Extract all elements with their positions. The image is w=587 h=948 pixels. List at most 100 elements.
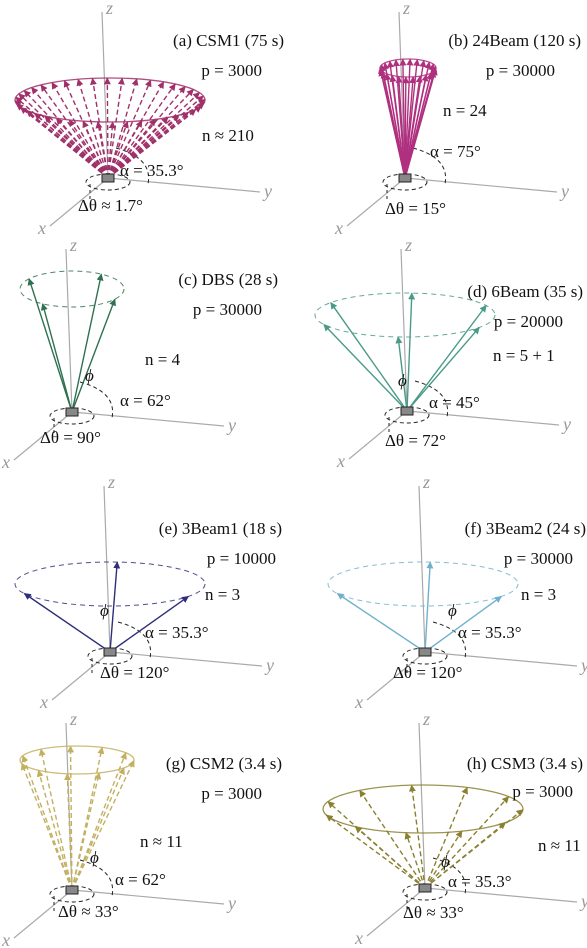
instrument: [399, 174, 411, 182]
beam-count: n = 3: [205, 585, 240, 604]
beam-count: n ≈ 210: [202, 126, 254, 145]
z-axis-label: z: [105, 0, 113, 18]
panel: zyx(b) 24Beam (120 s)p = 30000n = 24α = …: [334, 0, 581, 238]
beam-arrow: [43, 304, 72, 412]
alpha-label: α = 62°: [115, 870, 166, 889]
phi-label: ϕ: [398, 371, 407, 390]
beam-arrow: [326, 815, 425, 888]
sample-count: p = 3000: [201, 784, 262, 803]
cone-ring: [20, 271, 124, 307]
alpha-label: α = 35.3°: [458, 623, 522, 642]
figure: z y x (a) CSM1 (75 s) p = 3000 n ≈ 210 α = 35.…: [0, 0, 587, 948]
panel: z y x (f) 3Beam2 (24 s) p = 30000 n = 3 α = 35…: [328, 472, 587, 712]
sample-count: p = 20000: [494, 312, 563, 331]
x-axis-label: x: [1, 452, 10, 472]
beam-count: n ≈ 11: [538, 836, 581, 855]
x-axis-label: x: [334, 218, 343, 238]
axis: [66, 249, 72, 412]
beam-arrow: [32, 88, 108, 178]
dtheta-label: Δθ = 15°: [385, 199, 446, 218]
sample-count: p = 10000: [207, 549, 276, 568]
beam-arrow: [337, 594, 425, 652]
x-axis-label: x: [336, 451, 345, 471]
beam-arrow: [29, 279, 72, 412]
dtheta-label: Δθ ≈ 33°: [58, 902, 119, 921]
beam-arrow: [324, 325, 407, 411]
sample-count: p = 3000: [512, 782, 573, 801]
beam-count: n = 3: [521, 585, 556, 604]
instrument: [104, 648, 116, 656]
beam-arrow: [72, 274, 101, 412]
beam-arrow: [24, 91, 108, 178]
alpha-label: α = 45°: [429, 393, 480, 412]
panel-title: (d) 6Beam (35 s): [467, 282, 583, 301]
y-axis-label: y: [579, 655, 587, 675]
panel-title: (h) CSM3 (3.4 s): [467, 754, 583, 773]
panel-title: (f) 3Beam2 (24 s): [465, 519, 586, 538]
x-axis-label: x: [354, 928, 363, 948]
phi-label: ϕ: [448, 601, 457, 620]
phi-label: ϕ: [90, 848, 99, 867]
beam-arrow: [38, 770, 72, 890]
panel-title: (g) CSM2 (3.4 s): [166, 754, 282, 773]
beam-arrow: [331, 303, 407, 411]
axis: [108, 178, 260, 192]
alpha-label: α = 75°: [430, 142, 481, 161]
x-axis-label: x: [37, 218, 46, 238]
y-axis-label: y: [561, 414, 571, 434]
y-axis-label: y: [264, 655, 274, 675]
alpha-label: α = 35.3°: [448, 872, 512, 891]
beam-count: n = 24: [443, 101, 487, 120]
z-axis-label: z: [404, 235, 412, 255]
instrument: [66, 408, 78, 416]
panel-title: (a) CSM1 (75 s): [173, 31, 284, 50]
panel: z y x (d) 6Beam (35 s) p = 20000 n = 5 + 1 α =…: [315, 235, 583, 471]
beam-arrow: [425, 562, 430, 652]
panel-title: (c) DBS (28 s): [178, 270, 278, 289]
dtheta-label: Δθ ≈ 33°: [403, 903, 464, 922]
cone-ring: [20, 746, 134, 774]
beam-count: n = 4: [145, 350, 181, 369]
z-axis-label: z: [422, 709, 430, 729]
axis: [72, 412, 224, 426]
instrument: [102, 174, 114, 182]
x-axis-label: x: [354, 692, 363, 712]
phi-label: ϕ: [441, 852, 450, 871]
dtheta-label: Δθ = 90°: [40, 428, 101, 447]
z-axis-label: z: [69, 709, 77, 729]
instrument: [66, 886, 78, 894]
panel: z y x (h) CSM3 (3.4 s) p = 3000 n ≈ 11 α = 35.…: [323, 709, 587, 948]
dtheta-label: Δθ = 72°: [385, 431, 446, 450]
y-axis-label: y: [226, 893, 236, 913]
dtheta-label: Δθ ≈ 1.7°: [78, 196, 143, 215]
phi-label: ϕ: [85, 366, 94, 385]
beam-arrow: [407, 293, 412, 411]
sample-count: p = 30000: [504, 549, 573, 568]
beam-count: n = 5 + 1: [493, 346, 555, 365]
axis: [407, 411, 559, 425]
sample-count: p = 3000: [201, 61, 262, 80]
y-axis-label: y: [579, 891, 587, 911]
instrument: [401, 407, 413, 415]
alpha-label: α = 35.3°: [145, 623, 209, 642]
z-axis-label: z: [422, 472, 430, 492]
z-axis-label: z: [402, 0, 410, 18]
axis: [104, 486, 110, 652]
panel: zyx(e) 3Beam1 (18 s)p = 10000n = 3α = 35…: [15, 472, 282, 712]
beam-arrow: [78, 79, 108, 178]
sample-count: p = 30000: [486, 61, 555, 80]
cone-ring: [15, 562, 205, 606]
beam-arrow: [24, 594, 110, 652]
z-axis-label: z: [107, 472, 115, 492]
cone-ring: [15, 78, 205, 122]
z-axis-label: z: [69, 235, 77, 255]
dtheta-label: Δθ = 120°: [100, 663, 169, 682]
x-axis-label: x: [1, 930, 10, 948]
panel-title: (b) 24Beam (120 s): [448, 31, 581, 50]
x-axis-label: x: [39, 692, 48, 712]
dtheta-label: Δθ = 120°: [393, 663, 462, 682]
axis: [419, 486, 425, 652]
beam-arrow: [110, 562, 117, 652]
